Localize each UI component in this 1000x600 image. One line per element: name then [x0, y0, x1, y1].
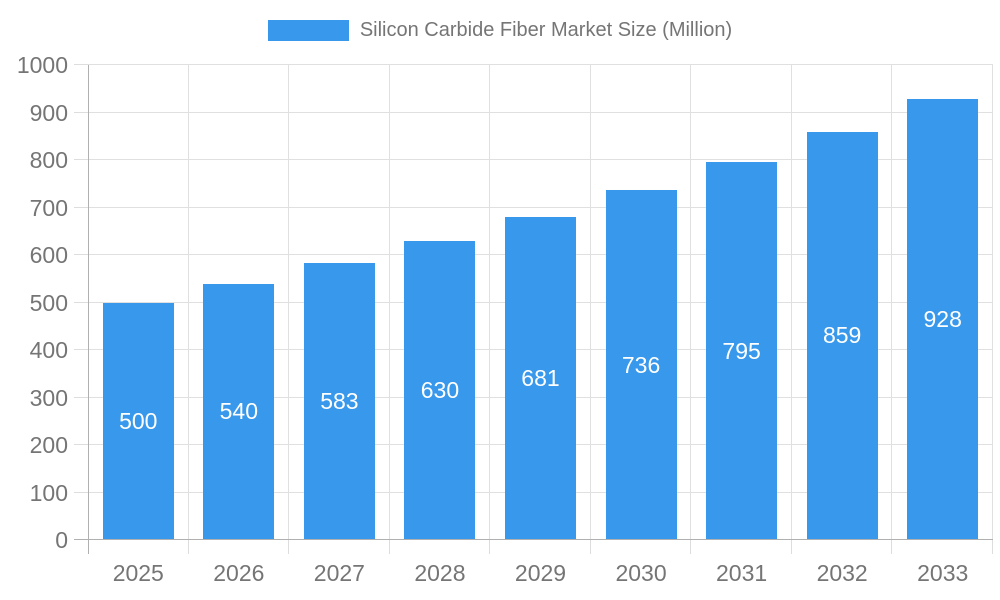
- bar-value-label: 681: [521, 364, 560, 391]
- y-axis-tick: [74, 444, 88, 445]
- y-axis-labels: 0 100 200 300 400 500 600 700 800 900 1000: [0, 52, 68, 553]
- h-gridline: [88, 206, 993, 208]
- v-gridline: [589, 65, 591, 540]
- x-axis-tick: [288, 540, 290, 554]
- x-axis-tick: [187, 540, 189, 554]
- bar-value-label: 500: [119, 407, 158, 434]
- y-axis-tick: [74, 159, 88, 160]
- h-gridline: [88, 159, 993, 160]
- bar-2028[interactable]: 630: [404, 240, 476, 540]
- y-axis-tick: [74, 206, 88, 208]
- x-axis-tick: [489, 540, 491, 554]
- plot-area: 500 540 583 630 681 736 795 859 928: [74, 64, 993, 554]
- y-axis-tick: [74, 491, 88, 493]
- bar-value-label: 630: [420, 376, 460, 403]
- h-gridline: [88, 64, 993, 65]
- x-tick-label: 2029: [514, 560, 567, 586]
- x-tick-label: 2027: [313, 560, 365, 586]
- bar-2030[interactable]: 736: [605, 190, 677, 540]
- y-tick-label: 100: [29, 479, 68, 506]
- y-axis-tick: [74, 64, 88, 65]
- y-axis-tick: [74, 396, 88, 398]
- x-axis-tick: [790, 540, 792, 554]
- bar-value-label: 736: [621, 351, 661, 378]
- y-axis-line: [88, 65, 89, 554]
- y-tick-label: 700: [29, 194, 68, 221]
- y-axis-tick: [74, 111, 88, 113]
- bar-value-label: 795: [722, 337, 761, 364]
- y-tick-label: 800: [29, 147, 68, 173]
- v-gridline: [187, 65, 189, 540]
- bar-2032[interactable]: 859: [806, 131, 878, 540]
- v-gridline: [388, 65, 390, 540]
- v-gridline: [288, 65, 290, 540]
- y-axis-tick: [74, 254, 88, 255]
- bar-2027[interactable]: 583: [303, 263, 375, 540]
- v-gridline: [790, 65, 792, 540]
- x-tick-label: 2033: [917, 560, 969, 586]
- x-axis-tick: [690, 540, 692, 554]
- bar-2025[interactable]: 500: [102, 302, 174, 540]
- v-gridline: [489, 65, 491, 540]
- x-tick-label: 2025: [112, 560, 164, 586]
- x-axis-labels: 2025 2026 2027 2028 2029 2030 2031 2032 2033: [88, 558, 993, 588]
- bar-value-label: 540: [219, 398, 258, 425]
- v-gridline: [690, 65, 692, 540]
- x-tick-label: 2028: [414, 560, 466, 586]
- y-axis-tick: [74, 349, 88, 350]
- x-axis-tick: [589, 540, 591, 554]
- y-tick-label: 500: [29, 289, 68, 316]
- bar-2026[interactable]: 540: [203, 283, 275, 540]
- x-axis-tick: [992, 540, 993, 554]
- y-tick-label: 400: [29, 337, 68, 363]
- x-tick-label: 2032: [816, 560, 868, 586]
- legend[interactable]: Silicon Carbide Fiber Market Size (Milli…: [0, 17, 1000, 43]
- bar-2031[interactable]: 795: [706, 162, 778, 540]
- y-tick-label: 300: [29, 384, 68, 411]
- h-gridline: [88, 111, 993, 113]
- bar-value-label: 928: [923, 306, 962, 333]
- x-tick-label: 2030: [615, 560, 667, 586]
- bar-2033[interactable]: 928: [907, 99, 979, 540]
- y-axis-tick: [74, 301, 88, 303]
- bar-2029[interactable]: 681: [505, 216, 576, 540]
- v-gridline: [992, 65, 993, 540]
- bar-value-label: 583: [320, 388, 359, 415]
- x-axis-line: [74, 539, 993, 540]
- y-tick-label: 600: [29, 242, 68, 268]
- x-tick-label: 2026: [213, 560, 265, 586]
- legend-label: Silicon Carbide Fiber Market Size (Milli…: [359, 18, 733, 41]
- bar-value-label: 859: [822, 322, 862, 349]
- x-axis-tick: [891, 540, 893, 554]
- x-axis-tick: [388, 540, 390, 554]
- y-tick-label: 1000: [16, 52, 68, 78]
- legend-swatch: [267, 19, 349, 41]
- y-tick-label: 200: [29, 432, 68, 458]
- y-tick-label: 0: [55, 527, 68, 553]
- v-gridline: [891, 65, 893, 540]
- x-tick-label: 2031: [716, 560, 768, 586]
- y-tick-label: 900: [29, 99, 68, 126]
